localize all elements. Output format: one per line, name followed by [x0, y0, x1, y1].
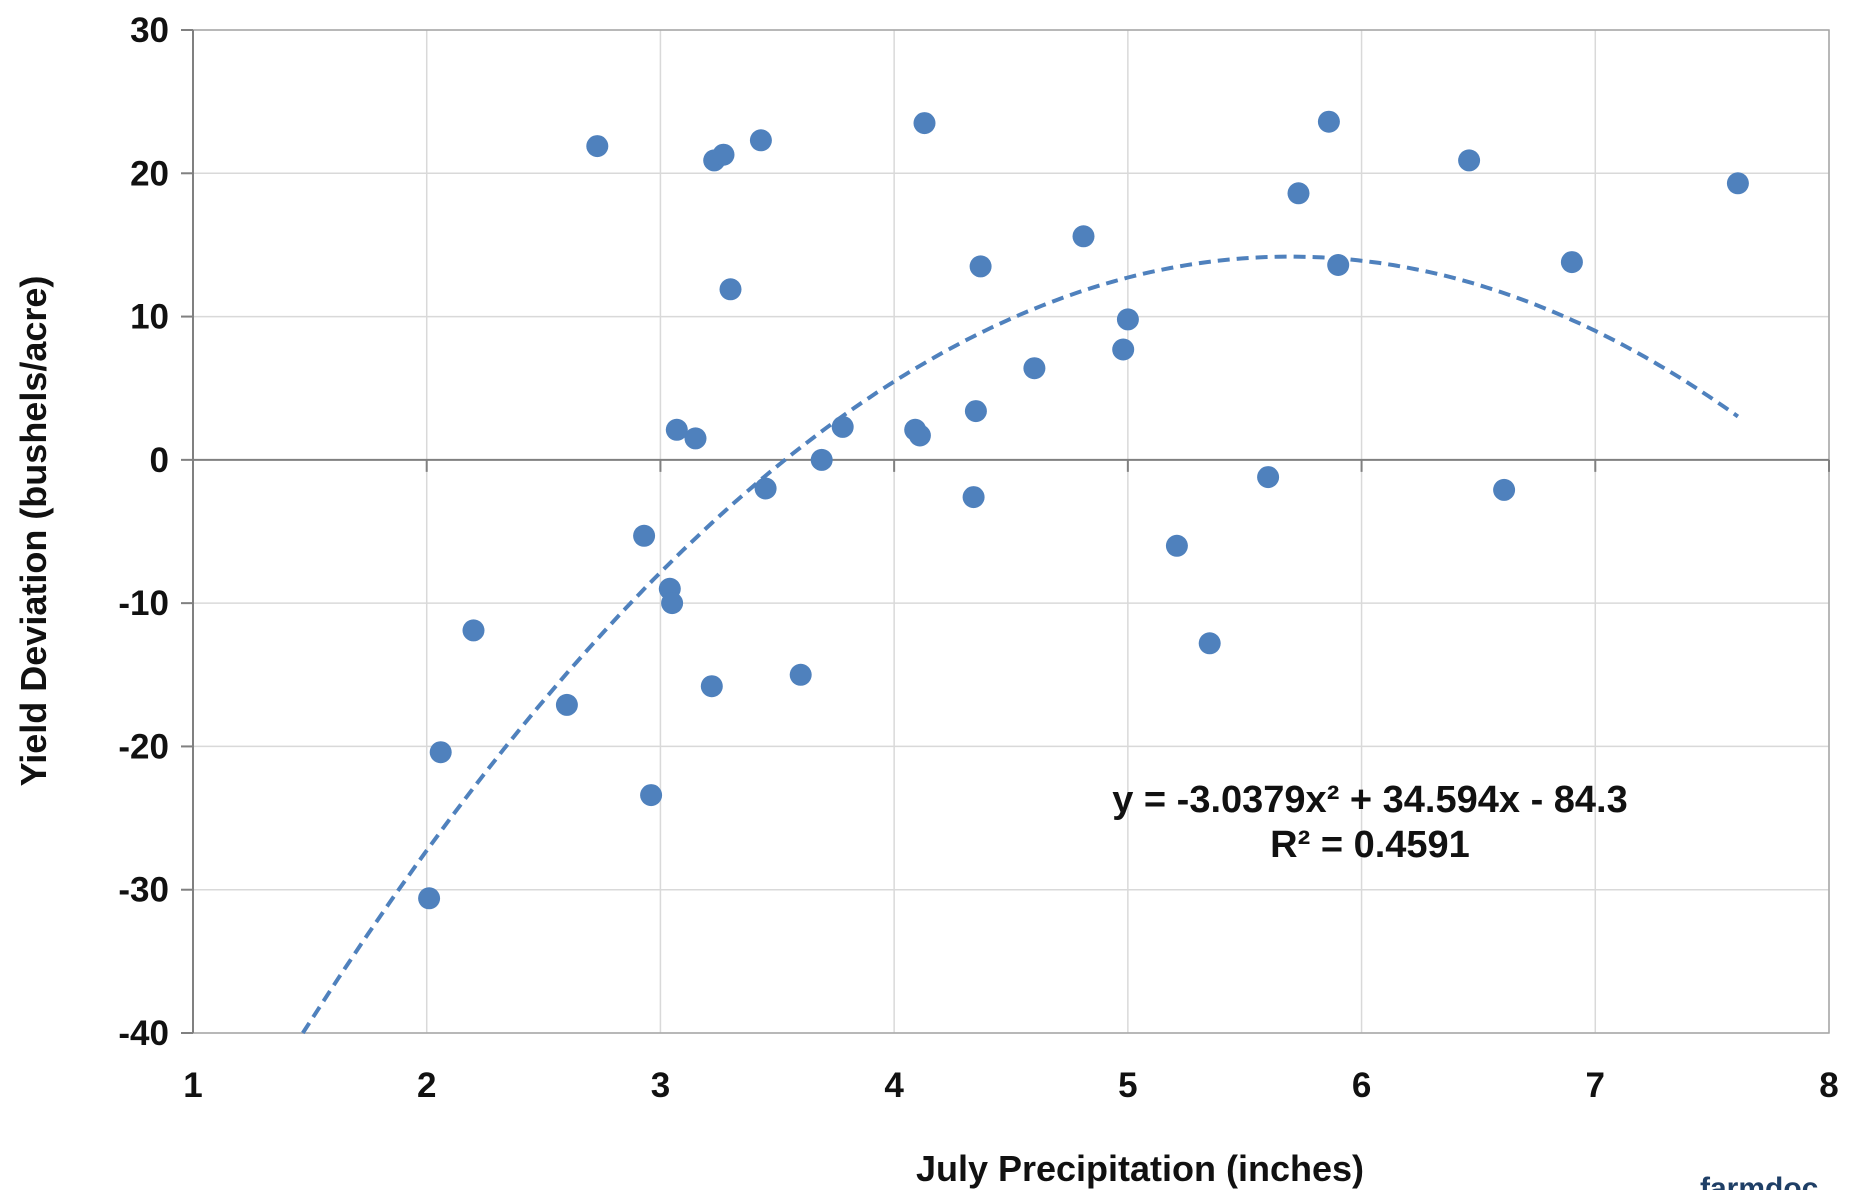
y-tick-label: -40: [118, 1014, 169, 1053]
x-axis-title: July Precipitation (inches): [916, 1148, 1364, 1189]
data-point: [789, 663, 812, 686]
x-tick-label: 7: [1586, 1066, 1605, 1105]
x-tick-label: 4: [884, 1066, 904, 1105]
x-tick-label: 6: [1352, 1066, 1371, 1105]
data-point: [969, 255, 992, 278]
data-point: [700, 675, 723, 698]
data-point: [1726, 172, 1749, 195]
data-point: [1023, 357, 1046, 380]
x-tick-label: 5: [1118, 1066, 1137, 1105]
data-point: [1458, 149, 1481, 172]
y-tick-label: 0: [150, 441, 169, 480]
data-point: [1493, 478, 1516, 501]
data-point: [1327, 254, 1350, 276]
data-point: [462, 619, 485, 642]
data-point: [1317, 110, 1340, 133]
data-point: [633, 524, 656, 547]
data-point: [1165, 534, 1188, 557]
data-point: [429, 741, 452, 764]
data-point: [831, 415, 854, 438]
equation-label: y = -3.0379x² + 34.594x - 84.3: [1112, 779, 1628, 821]
watermark-text: farmdoc: [1700, 1172, 1818, 1190]
data-point: [913, 112, 936, 135]
data-point: [1112, 338, 1135, 361]
data-point: [1257, 466, 1280, 489]
data-point: [749, 129, 772, 152]
data-point: [719, 278, 742, 301]
plot-area-background: [193, 30, 1829, 1033]
data-point: [640, 784, 663, 807]
data-point: [810, 448, 833, 471]
data-point: [712, 143, 735, 166]
y-tick-label: 20: [130, 154, 169, 193]
data-point: [1198, 632, 1221, 655]
data-points: [418, 110, 1749, 910]
y-tick-label: 30: [130, 11, 169, 50]
tick-labels: 1 2 3 4 5 6 7 8 -40 -30 -20 -10 0 10 20 30: [118, 11, 1838, 1105]
data-point: [555, 693, 578, 716]
x-tick-label: 8: [1819, 1066, 1838, 1105]
data-point: [908, 424, 931, 447]
r-squared-label: R² = 0.4591: [1270, 824, 1470, 866]
data-point: [665, 418, 688, 441]
data-point: [754, 477, 777, 500]
data-point: [661, 592, 684, 615]
data-point: [418, 887, 441, 910]
data-point: [1116, 308, 1139, 331]
trendline: [301, 254, 1740, 1035]
data-point: [586, 135, 609, 158]
data-point: [962, 486, 985, 509]
data-point: [1560, 251, 1583, 274]
y-axis-title: Yield Deviation (bushels/acre): [13, 276, 54, 787]
data-point: [964, 400, 987, 423]
axes: [181, 29, 1830, 1034]
y-tick-label: -30: [118, 871, 169, 910]
y-tick-label: -10: [118, 584, 169, 623]
x-tick-label: 3: [651, 1066, 670, 1105]
trendline-group: [301, 254, 1740, 1035]
y-tick-label: -20: [118, 727, 169, 766]
data-point: [1072, 225, 1095, 248]
x-tick-label: 2: [417, 1066, 436, 1105]
data-point: [684, 427, 707, 450]
x-tick-label: 1: [183, 1066, 202, 1105]
y-tick-label: 10: [130, 298, 169, 337]
data-point: [1287, 182, 1310, 205]
